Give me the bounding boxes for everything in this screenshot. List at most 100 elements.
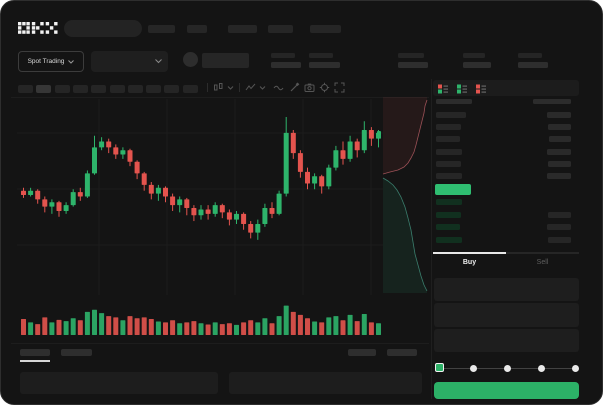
fullscreen-icon[interactable]	[334, 82, 345, 93]
okx-logo[interactable]	[18, 22, 58, 35]
bid-price-bar[interactable]	[436, 199, 462, 205]
orderbook-last-price[interactable]	[435, 184, 471, 195]
chevron-down-icon[interactable]	[227, 82, 234, 93]
slider-handle[interactable]	[435, 363, 444, 372]
ask-price-bar[interactable]	[436, 160, 461, 167]
interval-chip[interactable]	[109, 85, 125, 93]
nav-item[interactable]	[187, 25, 207, 33]
stat-label-placeholder	[309, 53, 333, 58]
pair-select-dropdown[interactable]	[91, 51, 168, 72]
ask-amount-bar[interactable]	[548, 160, 571, 167]
line-tool-icon[interactable]	[273, 82, 284, 93]
bid-price-bar[interactable]	[436, 236, 462, 243]
main-nav	[1, 25, 602, 34]
active-tab-underline	[433, 252, 506, 254]
nav-item[interactable]	[268, 25, 293, 33]
chevron-down-icon	[68, 59, 75, 64]
stat-value-placeholder	[309, 62, 340, 68]
avatar[interactable]	[183, 52, 198, 67]
trade-tabs: Buy Sell	[433, 252, 579, 274]
depth-chart	[382, 97, 428, 293]
stat-value-placeholder	[398, 62, 428, 68]
interval-chip[interactable]	[182, 85, 198, 93]
footer-action-1[interactable]	[348, 349, 376, 356]
nav-item[interactable]	[310, 25, 341, 33]
camera-icon[interactable]	[304, 82, 315, 93]
chevron-down-icon	[155, 59, 162, 64]
tab-buy[interactable]: Buy	[462, 259, 477, 266]
orderbook-toggle-strip	[433, 80, 579, 96]
stat-value-placeholder	[463, 62, 491, 68]
stat-label-placeholder	[271, 53, 295, 58]
bid-price-bar[interactable]	[436, 211, 461, 218]
toolbar-divider	[239, 83, 240, 92]
interval-chip[interactable]	[146, 85, 162, 93]
nav-item[interactable]	[228, 25, 257, 33]
chart-style-icon[interactable]	[213, 82, 224, 93]
interval-chip[interactable]	[72, 85, 88, 93]
orderbook-price-header	[436, 99, 472, 104]
bid-amount-bar[interactable]	[548, 236, 571, 243]
slider-mark[interactable]	[470, 364, 477, 372]
bid-amount-bar[interactable]	[547, 224, 571, 231]
ask-amount-bar[interactable]	[547, 148, 571, 155]
bid-price-bar[interactable]	[436, 224, 460, 231]
slider-mark[interactable]	[572, 364, 579, 372]
ask-price-bar[interactable]	[436, 124, 461, 131]
market-type-label: Spot Trading	[27, 58, 65, 65]
interval-chip[interactable]	[54, 85, 70, 93]
ask-amount-bar[interactable]	[548, 124, 571, 131]
slider-mark[interactable]	[538, 364, 545, 372]
book-asks-icon[interactable]	[475, 82, 487, 94]
amount-slider[interactable]	[434, 361, 579, 375]
book-both-icon[interactable]	[437, 82, 449, 94]
stat-value-placeholder	[271, 62, 301, 68]
interval-chip[interactable]	[91, 85, 107, 93]
chart-top-divider	[11, 97, 429, 98]
trade-input-field-3[interactable]	[434, 329, 579, 352]
ask-price-bar[interactable]	[436, 148, 462, 155]
chevron-down-icon[interactable]	[259, 82, 266, 93]
stat-label-placeholder	[518, 53, 542, 58]
ask-amount-bar[interactable]	[549, 136, 571, 143]
footer-panel-2	[229, 372, 422, 394]
market-type-dropdown[interactable]: Spot Trading	[18, 51, 84, 72]
settings-icon[interactable]	[319, 82, 330, 93]
ask-price-bar[interactable]	[436, 173, 462, 179]
volume-chart	[21, 305, 381, 335]
footer-panel-1	[20, 372, 218, 394]
trade-input-field-1[interactable]	[434, 278, 579, 301]
draw-tool-icon[interactable]	[289, 82, 300, 93]
search-input[interactable]	[64, 20, 142, 37]
bid-amount-bar[interactable]	[548, 211, 571, 218]
last-price-tick	[377, 131, 381, 137]
footer-tab-2[interactable]	[61, 349, 92, 356]
toolbar-divider	[207, 83, 208, 92]
interval-chip[interactable]	[127, 85, 143, 93]
footer-active-tab-underline	[20, 360, 50, 362]
footer-tab-1[interactable]	[20, 349, 50, 356]
trade-input-field-2[interactable]	[434, 303, 579, 327]
interval-chip[interactable]	[18, 85, 33, 93]
nav-item[interactable]	[148, 25, 175, 33]
ask-price-bar[interactable]	[436, 112, 466, 118]
tab-sell[interactable]: Sell	[536, 259, 549, 266]
panel-divider	[431, 79, 432, 399]
orderbook-amount-header	[533, 99, 571, 104]
ask-amount-bar[interactable]	[547, 173, 571, 179]
interval-chip[interactable]	[164, 85, 180, 93]
candlestick-chart[interactable]	[17, 99, 383, 295]
interval-chip[interactable]	[36, 85, 52, 93]
ask-price-bar[interactable]	[436, 136, 460, 143]
ask-amount-bar[interactable]	[547, 112, 571, 118]
buy-submit-button[interactable]	[434, 382, 579, 399]
inactive-tab-underline	[506, 252, 579, 254]
book-bids-icon[interactable]	[456, 82, 468, 94]
stat-label-placeholder	[463, 53, 485, 58]
chart-bottom-divider	[11, 343, 429, 344]
footer-action-2[interactable]	[387, 349, 417, 356]
stat-value-placeholder	[518, 62, 548, 68]
indicators-icon[interactable]	[245, 82, 256, 93]
slider-mark[interactable]	[504, 364, 511, 372]
